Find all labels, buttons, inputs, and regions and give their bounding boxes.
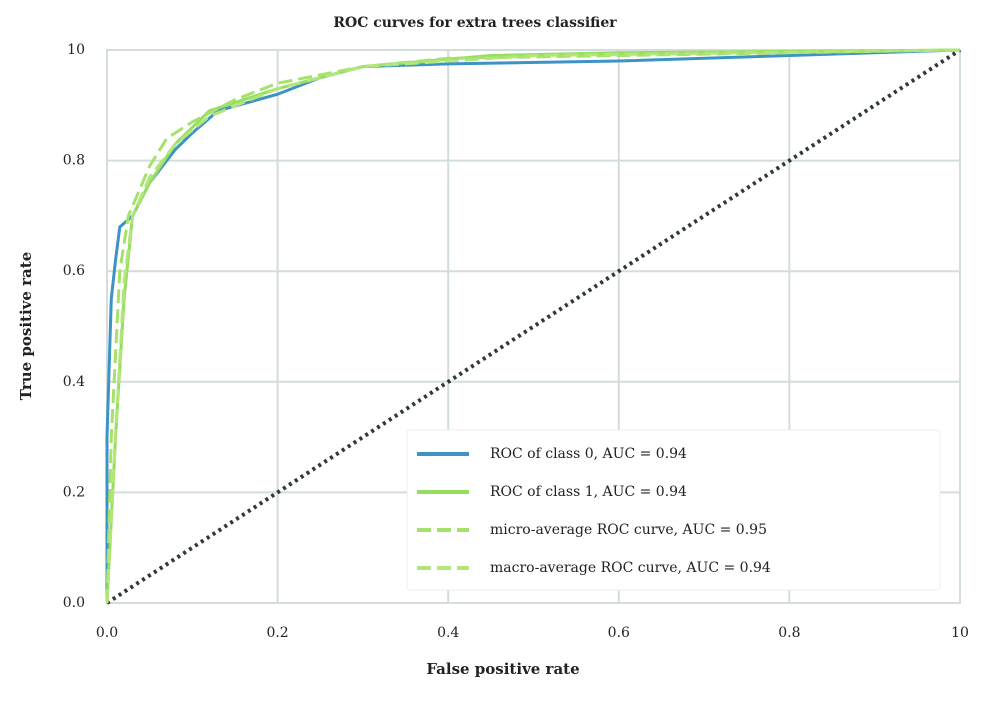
legend: ROC of class 0, AUC = 0.94 ROC of class 1…: [406, 429, 941, 591]
legend-label: ROC of class 0, AUC = 0.94: [490, 446, 687, 462]
y-axis-label: True positive rate: [17, 252, 35, 400]
legend-label: micro-average ROC curve, AUC = 0.95: [490, 522, 767, 538]
y-tick-label: 0.8: [63, 153, 85, 169]
y-tick-label: 0.0: [63, 595, 85, 611]
x-axis-label: False positive rate: [426, 660, 579, 678]
legend-box: [406, 429, 941, 591]
legend-label: macro-average ROC curve, AUC = 0.94: [490, 560, 771, 576]
roc-curve: [105, 48, 961, 604]
y-tick-label: 0.6: [63, 263, 85, 279]
roc-curve: [105, 48, 961, 603]
y-tick-label: 10: [67, 42, 85, 58]
y-tick-label: 0.4: [63, 374, 85, 390]
reference-line: [105, 48, 962, 605]
chart-title: ROC curves for extra trees classifier: [333, 15, 617, 31]
x-tick-label: 10: [951, 625, 969, 641]
y-tick-label: 0.2: [63, 484, 85, 500]
legend-label: ROC of class 1, AUC = 0.94: [490, 484, 687, 500]
x-tick-label: 0.0: [96, 625, 118, 641]
x-tick-label: 0.8: [778, 625, 800, 641]
roc-curve: [105, 48, 961, 604]
x-tick-label: 0.6: [608, 625, 630, 641]
x-tick-label: 0.4: [437, 625, 459, 641]
x-tick-label: 0.2: [266, 625, 288, 641]
